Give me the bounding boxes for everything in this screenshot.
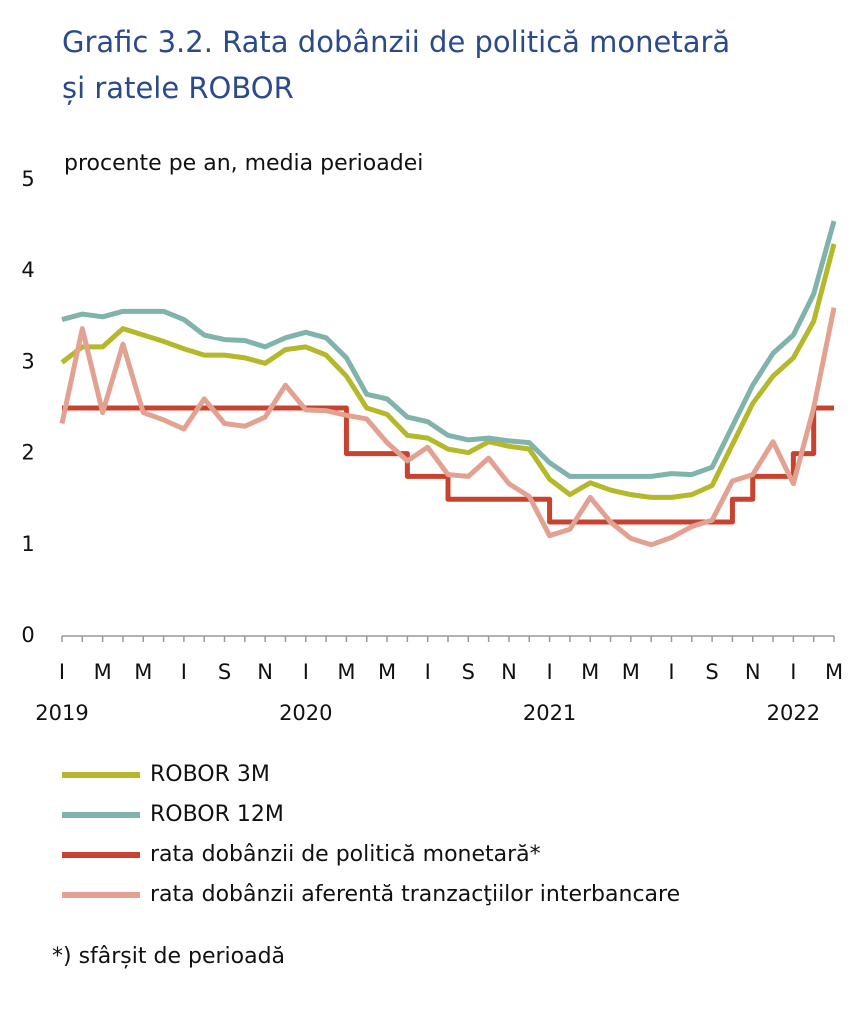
x-tick-label: I: [303, 660, 309, 684]
x-tick-label: N: [745, 660, 761, 684]
y-tick-label: 3: [21, 349, 34, 373]
x-tick-label: M: [825, 660, 843, 684]
legend-label: rata dobânzii aferentă tranzacţiilor int…: [150, 882, 680, 907]
legend-label: rata dobânzii de politică monetară*: [150, 842, 541, 867]
x-tick-label: N: [501, 660, 517, 684]
x-tick-label: S: [462, 660, 475, 684]
x-group-label: 2020: [279, 701, 332, 725]
chart-title-line2: și ratele ROBOR: [62, 71, 294, 105]
x-tick-label: M: [581, 660, 599, 684]
x-tick-label: I: [790, 660, 796, 684]
x-tick-label: I: [668, 660, 674, 684]
x-tick-label: M: [378, 660, 396, 684]
series-line: [60, 243, 837, 500]
footnote: *) sfârșit de perioadă: [52, 944, 285, 969]
x-tick-label: M: [94, 660, 112, 684]
legend-label: ROBOR 3M: [150, 762, 270, 787]
legend-label: ROBOR 12M: [150, 802, 284, 827]
x-tick-label: S: [705, 660, 718, 684]
x-tick-label: M: [337, 660, 355, 684]
x-group-label: 2022: [767, 701, 820, 725]
y-tick-label: 0: [21, 623, 34, 647]
y-tick-label: 1: [21, 532, 34, 556]
x-tick-label: N: [257, 660, 273, 684]
y-tick-label: 4: [21, 258, 34, 282]
x-tick-label: M: [134, 660, 152, 684]
subtitle: procente pe an, media perioadei: [64, 151, 423, 176]
y-tick-label: 2: [21, 441, 34, 465]
x-tick-label: M: [622, 660, 640, 684]
x-tick-label: I: [59, 660, 65, 684]
series-line: [61, 220, 837, 479]
series-line: [62, 405, 834, 525]
x-tick-label: I: [546, 660, 552, 684]
x-tick-label: I: [181, 660, 187, 684]
chart-title: Grafic 3.2. Rata dobânzii de politică mo…: [62, 25, 730, 59]
series-line: [59, 307, 837, 548]
x-tick-label: S: [218, 660, 231, 684]
x-group-label: 2021: [523, 701, 576, 725]
x-tick-label: I: [425, 660, 431, 684]
y-tick-label: 5: [21, 167, 34, 191]
x-group-label: 2019: [35, 701, 88, 725]
